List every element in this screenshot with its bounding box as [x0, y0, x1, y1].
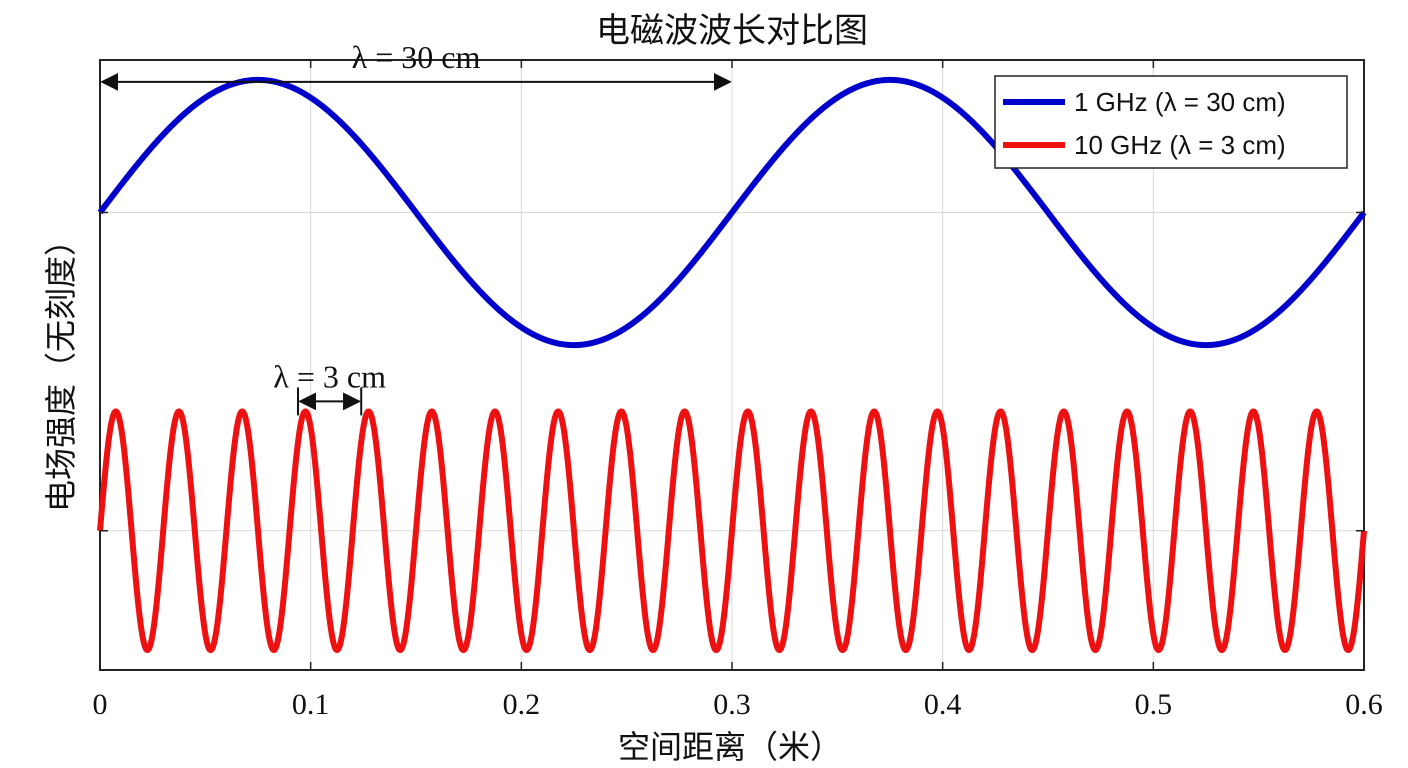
x-tick-label: 0: [93, 688, 108, 721]
annotations: λ = 30 cm λ = 3 cm: [100, 39, 732, 416]
legend: 1 GHz (λ = 30 cm) 10 GHz (λ = 3 cm): [994, 75, 1348, 169]
x-tick-label: 0.6: [1345, 688, 1383, 721]
x-axis-label: 空间距离（米）: [618, 728, 842, 766]
x-tick-label: 0.2: [503, 688, 541, 721]
x-tick-label: 0.4: [924, 688, 962, 721]
chart-title: 电磁波波长对比图: [596, 11, 868, 51]
series-line-1: [97, 408, 1367, 653]
series-line-0: [97, 76, 1367, 349]
legend-label-10ghz: 10 GHz (λ = 3 cm): [1074, 130, 1286, 160]
x-tick-label: 0.1: [292, 688, 330, 721]
x-tick-label: 0.3: [713, 688, 751, 721]
series-layer: [97, 76, 1367, 653]
y-axis-label: 电场强度（无刻度）: [42, 224, 80, 512]
x-axis-ticks: 0 0.1 0.2 0.3 0.4 0.5 0.6: [93, 60, 1383, 721]
annotation-label-0: λ = 30 cm: [352, 39, 481, 75]
legend-label-1ghz: 1 GHz (λ = 30 cm): [1074, 87, 1286, 117]
x-tick-label: 0.5: [1135, 688, 1173, 721]
legend-box: [994, 75, 1348, 169]
annotation-label-1: λ = 3 cm: [273, 358, 386, 394]
